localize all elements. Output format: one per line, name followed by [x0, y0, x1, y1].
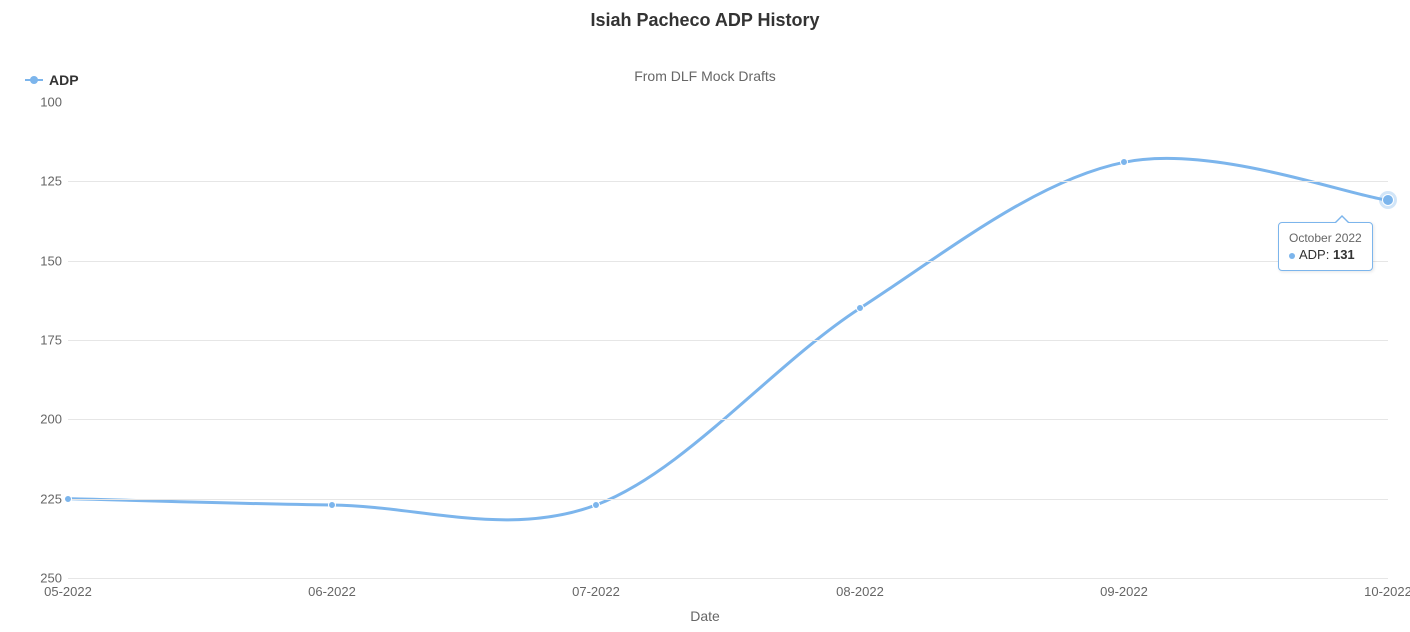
- y-tick-label: 100: [40, 95, 62, 110]
- y-tick-label: 150: [40, 253, 62, 268]
- x-tick-label: 08-2022: [836, 584, 884, 599]
- tooltip-series-label: ADP: [1299, 247, 1326, 262]
- grid-line: [68, 419, 1388, 420]
- data-point[interactable]: [64, 495, 72, 503]
- y-tick-label: 175: [40, 333, 62, 348]
- legend[interactable]: ADP: [25, 72, 79, 88]
- chart-title: Isiah Pacheco ADP History: [0, 10, 1410, 31]
- grid-line: [68, 181, 1388, 182]
- grid-line: [68, 578, 1388, 579]
- x-tick-label: 06-2022: [308, 584, 356, 599]
- tooltip-value: 131: [1333, 247, 1355, 262]
- grid-line: [68, 261, 1388, 262]
- tooltip: October 2022 ADP: 131: [1278, 222, 1373, 271]
- data-point[interactable]: [1120, 158, 1128, 166]
- x-tick-label: 09-2022: [1100, 584, 1148, 599]
- grid-line: [68, 340, 1388, 341]
- tooltip-header: October 2022: [1289, 231, 1362, 245]
- data-point[interactable]: [856, 304, 864, 312]
- x-tick-label: 07-2022: [572, 584, 620, 599]
- y-tick-label: 225: [40, 491, 62, 506]
- tooltip-dot-icon: [1289, 253, 1295, 259]
- legend-marker-icon: [25, 79, 43, 81]
- x-tick-label: 05-2022: [44, 584, 92, 599]
- y-tick-label: 200: [40, 412, 62, 427]
- x-tick-label: 10-2022: [1364, 584, 1410, 599]
- data-point[interactable]: [1382, 194, 1394, 206]
- data-point[interactable]: [592, 501, 600, 509]
- tooltip-body: ADP: 131: [1289, 247, 1362, 262]
- x-axis-title: Date: [0, 608, 1410, 624]
- grid-line: [68, 499, 1388, 500]
- y-tick-label: 125: [40, 174, 62, 189]
- chart-subtitle: From DLF Mock Drafts: [0, 68, 1410, 84]
- legend-label: ADP: [49, 72, 79, 88]
- plot-area[interactable]: [68, 102, 1388, 578]
- data-point[interactable]: [328, 501, 336, 509]
- chart-container: Isiah Pacheco ADP History From DLF Mock …: [0, 0, 1410, 632]
